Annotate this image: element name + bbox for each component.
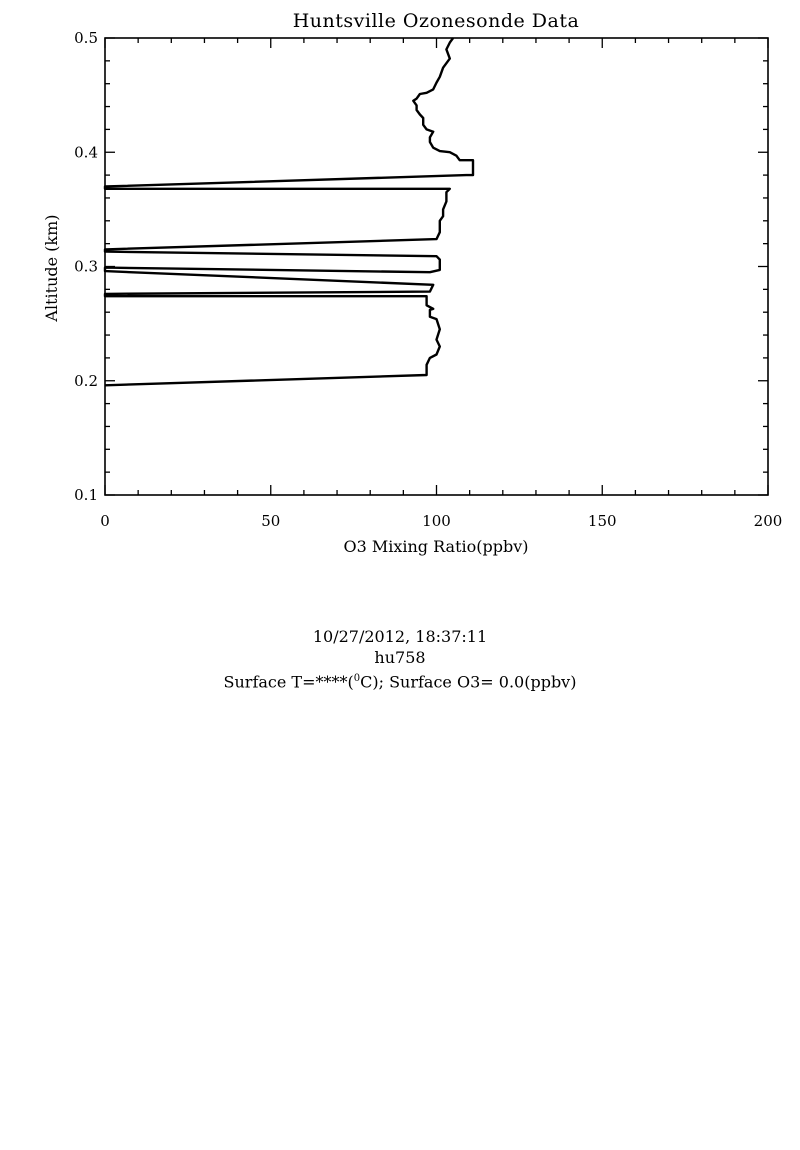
tick-labels: 0 50 100 150 200 0.1 0.2 0.3 0.4 0.5 — [74, 29, 782, 530]
chart-title: Huntsville Ozonesonde Data — [293, 10, 580, 32]
axis-ticks — [104, 37, 769, 496]
x-tick-label: 100 — [422, 512, 451, 530]
plot-frame — [104, 37, 769, 496]
x-tick-label: 150 — [588, 512, 617, 530]
y-tick-label: 0.1 — [74, 486, 98, 504]
surface-temp-text: Surface T=****( — [223, 672, 354, 692]
sounding-info: 10/27/2012, 18:37:11 hu758 Surface T=***… — [0, 626, 800, 692]
x-tick-label: 0 — [100, 512, 110, 530]
ozonesonde-chart: Huntsville Ozonesonde Data 0 50 100 150 2000… — [42, 10, 782, 556]
launch-datetime: 10/27/2012, 18:37:11 — [312, 627, 488, 646]
x-tick-label: 200 — [754, 512, 783, 530]
y-tick-label: 0.4 — [74, 143, 98, 161]
x-axis-title: O3 Mixing Ratio(ppbv) — [343, 537, 528, 556]
degree-superscript: 0 — [353, 673, 361, 684]
surface-o3-text: C); Surface O3= 0.0(ppbv) — [360, 672, 577, 692]
o3-profile-line — [103, 37, 475, 387]
y-axis-title: Altitude (km) — [42, 214, 61, 322]
x-tick-label: 50 — [261, 512, 280, 530]
station-id: hu758 — [374, 648, 426, 667]
y-tick-label: 0.3 — [74, 258, 98, 276]
y-tick-label: 0.5 — [74, 29, 98, 47]
y-tick-label: 0.2 — [74, 372, 98, 390]
surface-conditions: Surface T=****(0C); Surface O3= 0.0(ppbv… — [0, 668, 800, 692]
